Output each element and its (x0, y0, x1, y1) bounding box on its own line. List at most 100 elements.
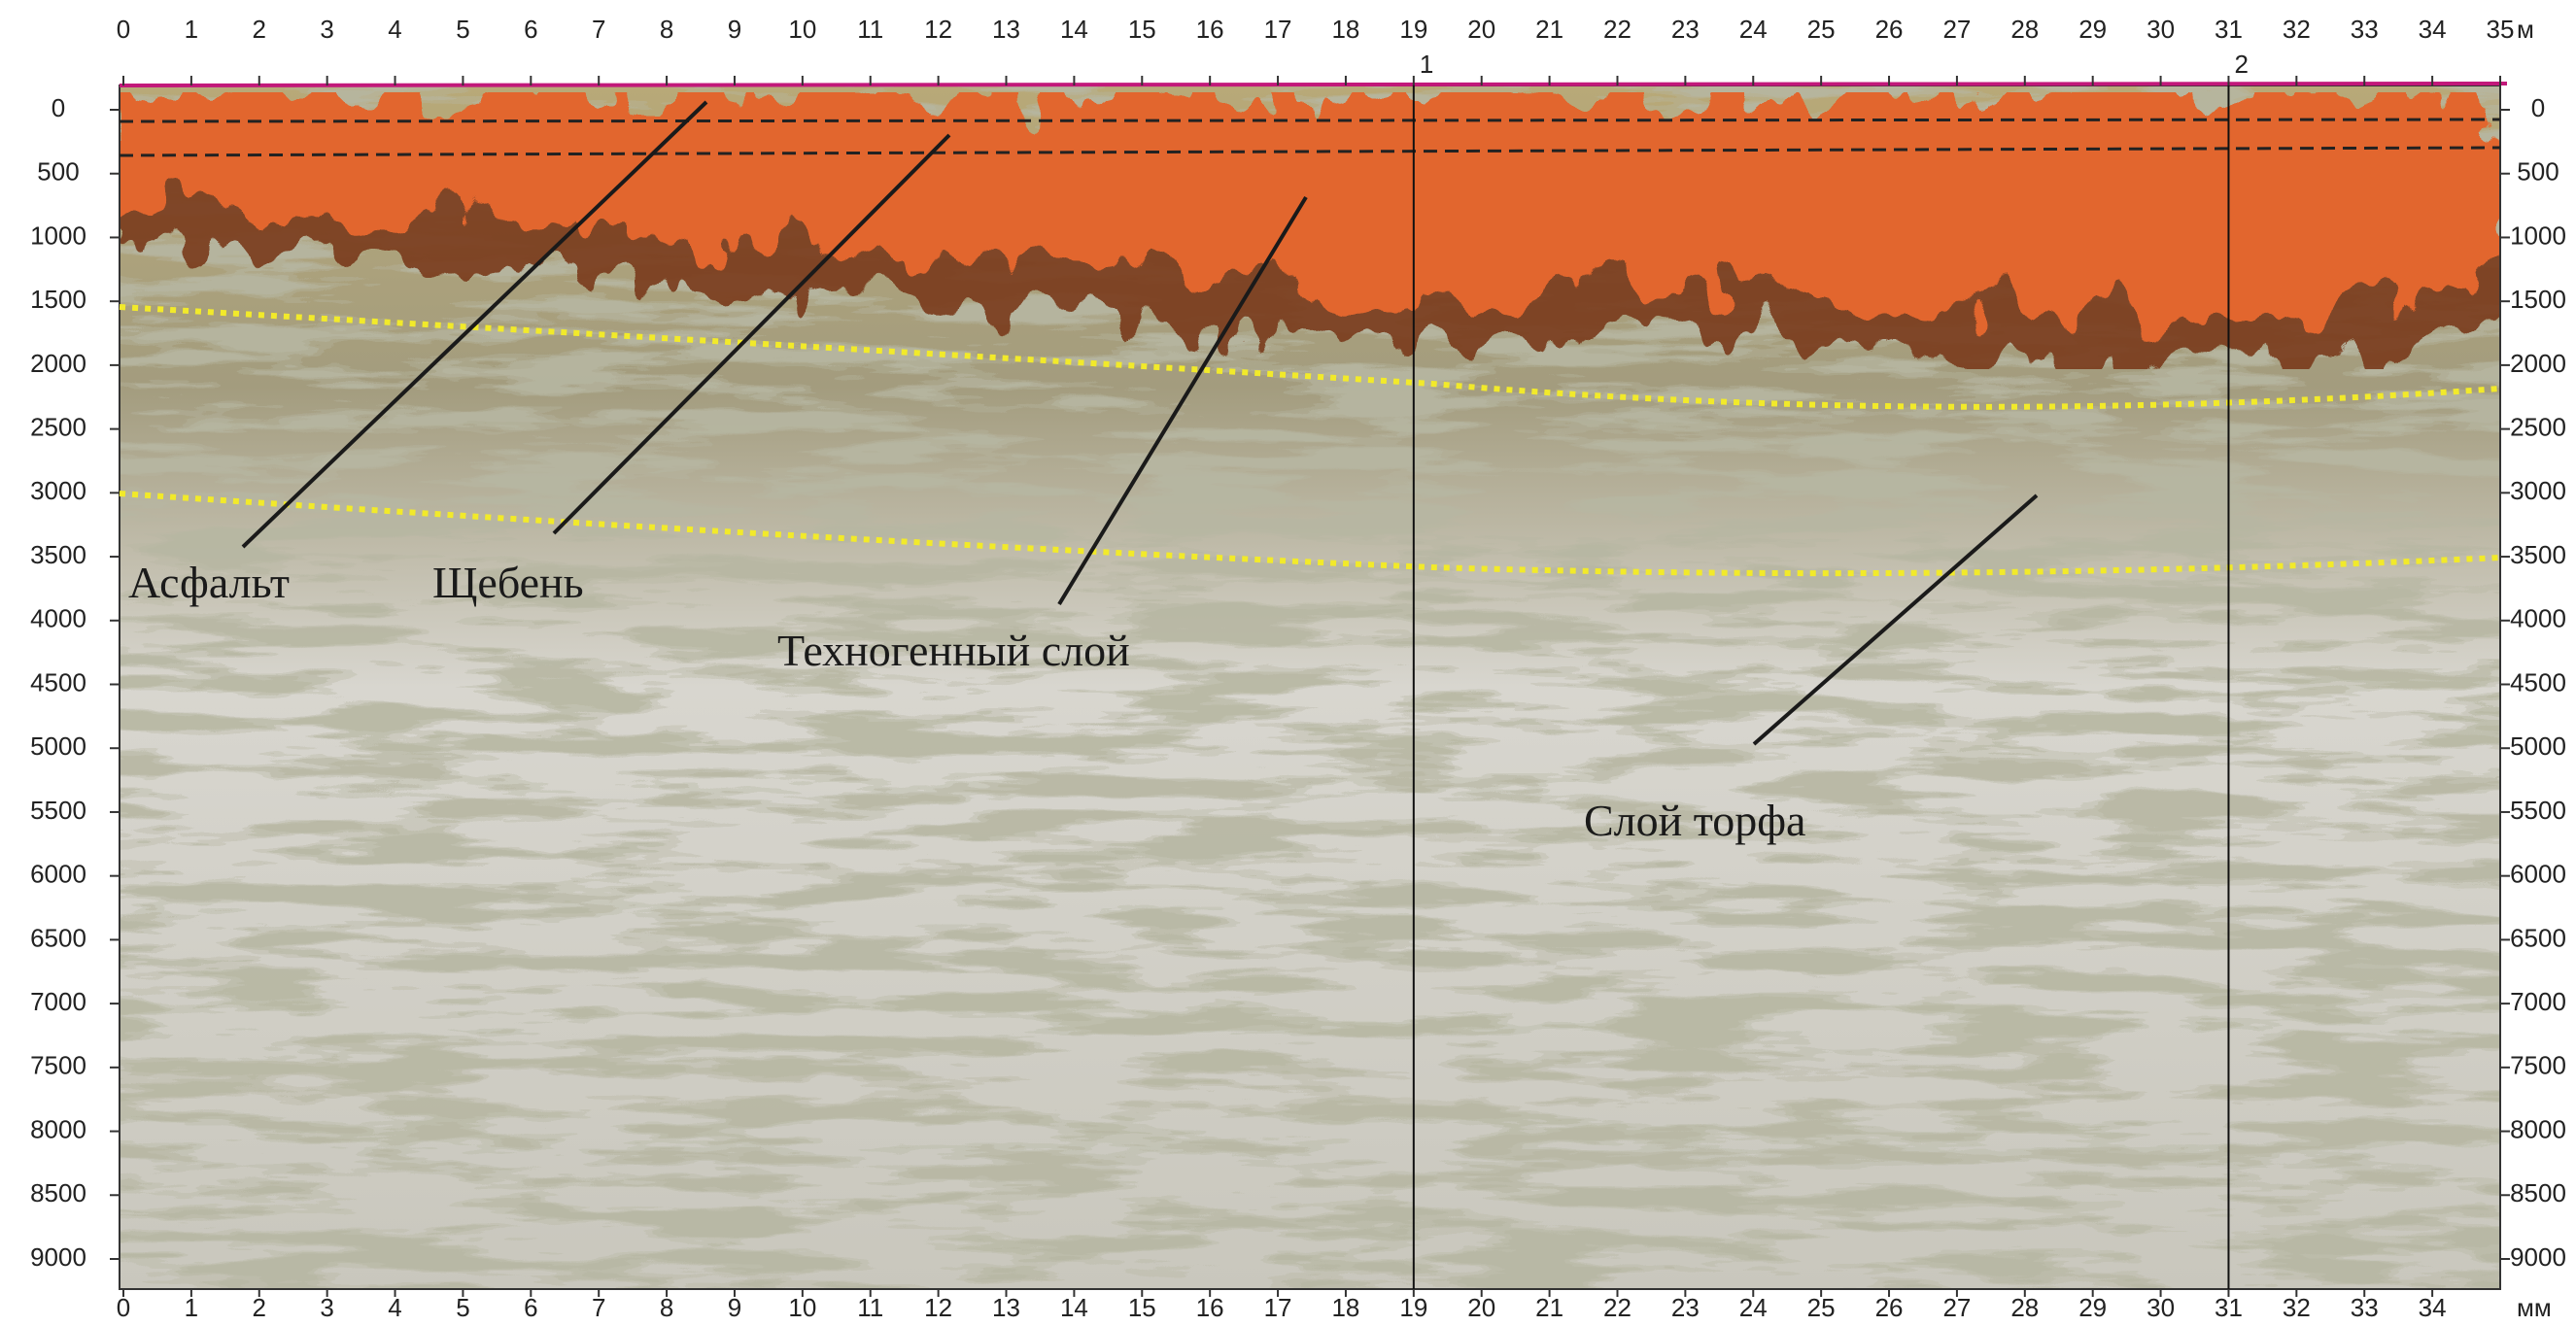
x-tick-label: 32 (2283, 15, 2311, 44)
x-tick-label: 21 (1535, 1293, 1563, 1322)
y-tick-label: 9000 (2510, 1242, 2566, 1272)
y-tick-label: 0 (52, 93, 65, 122)
arrow (1057, 195, 1308, 606)
y-tick-label: 7000 (2510, 987, 2566, 1016)
x-tick-label: 12 (924, 15, 952, 44)
y-tick-label: 7500 (2510, 1051, 2566, 1080)
x-tick-label: 14 (1060, 1293, 1088, 1322)
x-tick-label: 7 (592, 1293, 605, 1322)
boundary-dash (119, 146, 2501, 157)
x-tick-label: 25 (1807, 1293, 1836, 1322)
x-tick-label: 19 (1399, 1293, 1427, 1322)
x-tick-label: 19 (1399, 15, 1427, 44)
y-tick-label: 3500 (2510, 540, 2566, 569)
arrow (241, 100, 708, 549)
x-tick-label: 4 (388, 15, 401, 44)
x-tick-label: 31 (2215, 15, 2243, 44)
y-tick-label: 4500 (30, 667, 86, 697)
x-tick-label: 24 (1739, 1293, 1768, 1322)
x-tick-label: 18 (1331, 15, 1359, 44)
x-tick-label: 27 (1942, 15, 1971, 44)
boundary-yellow (119, 304, 2501, 410)
y-tick-label: 4500 (2510, 667, 2566, 697)
x-tick-label: 27 (1942, 1293, 1971, 1322)
annotation: Щебень (432, 558, 584, 607)
x-tick-label: 13 (992, 15, 1020, 44)
y-tick-label: 7500 (30, 1051, 86, 1080)
y-tick-label: 5000 (2510, 731, 2566, 761)
x-tick-label: 11 (857, 15, 883, 44)
y-tick-label: 500 (2517, 157, 2559, 187)
x-tick-label: 12 (924, 1293, 952, 1322)
x-tick-label: 6 (524, 1293, 537, 1322)
y-tick-label: 5500 (2510, 796, 2566, 825)
boundary-dash (119, 118, 2501, 123)
x-tick-label: 7 (592, 15, 605, 44)
plot-area: Асфальт Щебень Техногенный слой Слой тор… (119, 82, 2508, 1290)
x-tick-label: 10 (788, 1293, 816, 1322)
x-tick-label: 23 (1671, 1293, 1700, 1322)
y-tick-label: 1500 (30, 285, 86, 314)
x-tick-label: 3 (320, 15, 333, 44)
x-tick-label: 9 (728, 15, 741, 44)
x-tick-label: 23 (1671, 15, 1700, 44)
x-tick-label: 32 (2283, 1293, 2311, 1322)
y-tick-label: 6500 (30, 923, 86, 952)
y-tick-label: 6000 (2510, 860, 2566, 889)
y-tick-label: 1500 (2510, 285, 2566, 314)
x-tick-label: 13 (992, 1293, 1020, 1322)
x-tick-label: 6 (524, 15, 537, 44)
marker-label: 2 (2234, 50, 2248, 79)
y-tick-label: 4000 (2510, 604, 2566, 633)
x-tick-label: 3 (320, 1293, 333, 1322)
y-tick-label: 2000 (2510, 349, 2566, 378)
x-tick-label: 29 (2078, 15, 2107, 44)
x-tick-label: 2 (253, 15, 266, 44)
x-tick-label: 0 (117, 15, 130, 44)
annotation: Слой торфа (1584, 796, 1805, 845)
top-line (119, 82, 2508, 87)
y-tick-label: 9000 (30, 1242, 86, 1272)
y-tick-label: 3500 (30, 540, 86, 569)
x-tick-label: 34 (2419, 15, 2447, 44)
x-tick-label: 29 (2078, 1293, 2107, 1322)
x-tick-label: 21 (1535, 15, 1563, 44)
y-tick-label: 0 (2531, 93, 2545, 122)
x-tick-label: 15 (1128, 1293, 1156, 1322)
x-tick-label: 31 (2215, 1293, 2243, 1322)
x-tick-label: 14 (1060, 15, 1088, 44)
x-tick-label: 17 (1264, 1293, 1292, 1322)
x-tick-label: 24 (1739, 15, 1768, 44)
x-tick-label: 16 (1196, 1293, 1224, 1322)
x-tick-label: 22 (1603, 15, 1631, 44)
x-tick-label: 20 (1467, 1293, 1495, 1322)
unit-bottom: мм (2517, 1293, 2552, 1322)
x-tick-label: 30 (2147, 1293, 2175, 1322)
y-tick-label: 8000 (30, 1114, 86, 1143)
x-tick-label: 15 (1128, 15, 1156, 44)
x-tick-label: 0 (117, 1293, 130, 1322)
y-tick-label: 2500 (2510, 412, 2566, 441)
y-tick-label: 1000 (30, 221, 86, 250)
x-tick-label: 18 (1331, 1293, 1359, 1322)
x-tick-label: 33 (2351, 15, 2379, 44)
x-tick-label: 5 (456, 1293, 469, 1322)
arrow (1752, 493, 2039, 746)
x-tick-label: 28 (2010, 15, 2039, 44)
y-tick-label: 500 (37, 157, 79, 187)
marker-label: 1 (1420, 50, 1433, 79)
y-tick-label: 3000 (30, 476, 86, 505)
arrow (552, 133, 951, 535)
x-tick-label: 17 (1264, 15, 1292, 44)
x-tick-label: 10 (788, 15, 816, 44)
x-tick-label: 1 (185, 1293, 198, 1322)
x-tick-label: 5 (456, 15, 469, 44)
x-tick-label: 22 (1603, 1293, 1631, 1322)
x-tick-label: 2 (253, 1293, 266, 1322)
y-tick-label: 6500 (2510, 923, 2566, 952)
y-tick-label: 3000 (2510, 476, 2566, 505)
annotation: Асфальт (128, 558, 290, 607)
y-tick-label: 4000 (30, 604, 86, 633)
x-tick-label: 4 (388, 1293, 401, 1322)
